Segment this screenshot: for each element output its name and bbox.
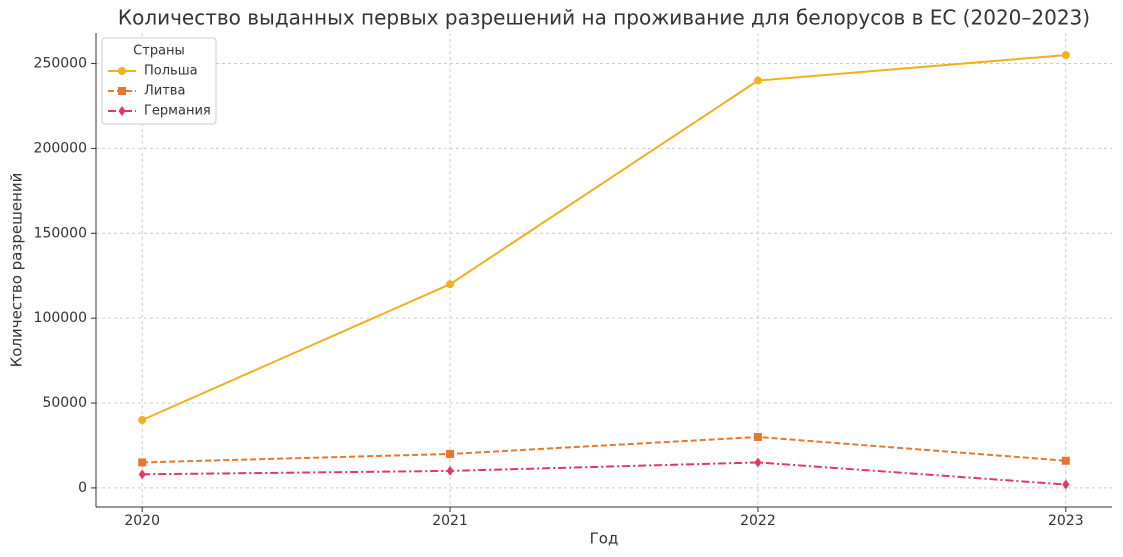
marker xyxy=(753,76,762,85)
y-tick-label: 250000 xyxy=(34,56,87,72)
marker xyxy=(446,280,455,289)
x-tick-label: 2023 xyxy=(1048,513,1084,529)
marker xyxy=(138,469,146,480)
marker xyxy=(753,432,762,441)
marker xyxy=(1062,479,1070,490)
series-line xyxy=(142,435,1066,464)
marker xyxy=(138,416,147,425)
x-tick-label: 2022 xyxy=(740,513,776,529)
marker xyxy=(446,449,455,458)
marker xyxy=(1061,51,1070,60)
marker xyxy=(118,67,126,75)
y-tick-label: 150000 xyxy=(34,225,87,241)
y-tick-label: 0 xyxy=(78,480,87,496)
x-tick-label: 2021 xyxy=(432,513,468,529)
x-axis-label: Год xyxy=(590,530,619,548)
legend-box xyxy=(101,37,217,125)
legend-label: Германия xyxy=(144,104,211,119)
marker xyxy=(118,106,126,116)
y-tick-label: 200000 xyxy=(34,140,87,156)
chart-title: Количество выданных первых разрешений на… xyxy=(118,6,1090,30)
legend-label: Литва xyxy=(144,84,185,99)
marker xyxy=(446,465,454,476)
y-tick-label: 100000 xyxy=(34,310,87,326)
marker xyxy=(1061,456,1070,465)
marker xyxy=(118,87,126,95)
y-axis-label: Количество разрешений xyxy=(8,173,26,368)
marker xyxy=(754,457,762,468)
marker xyxy=(138,458,147,467)
legend-title: Страны xyxy=(133,44,185,59)
y-tick-label: 50000 xyxy=(42,395,87,411)
legend-label: Польша xyxy=(144,64,198,79)
series-line xyxy=(142,461,1066,486)
series-line xyxy=(141,54,1066,421)
x-tick-label: 2020 xyxy=(124,513,160,529)
